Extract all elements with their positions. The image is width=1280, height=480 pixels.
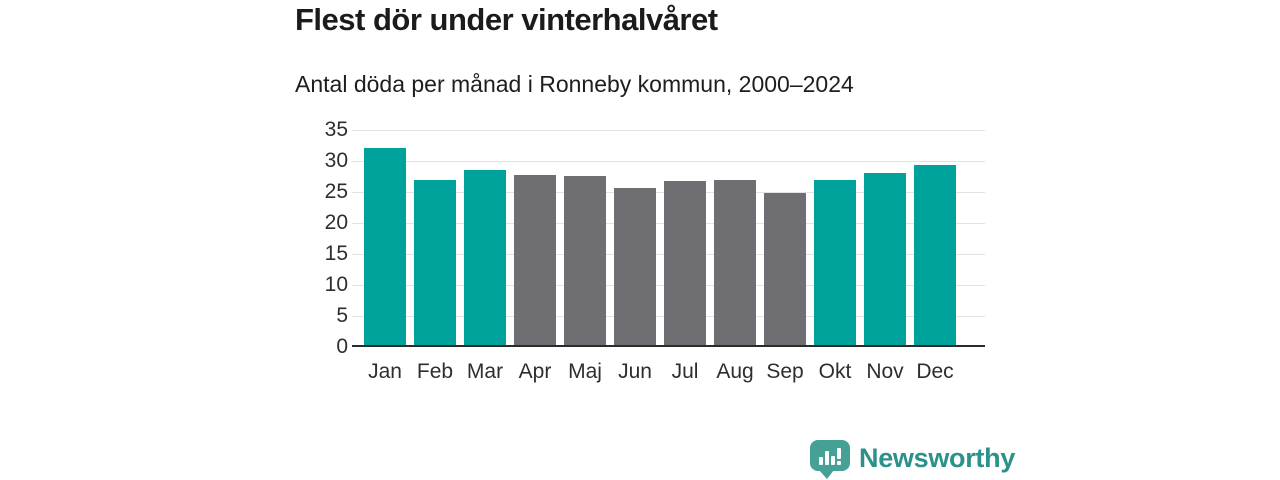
y-tick-label: 5 (336, 304, 348, 327)
x-tick-label-dec: Dec (916, 360, 954, 383)
bar-aug[interactable] (714, 180, 756, 347)
x-tick-label-aug: Aug (716, 360, 754, 383)
bar-sep[interactable] (764, 192, 806, 347)
bar-okt[interactable] (814, 179, 856, 347)
x-tick-label-jul: Jul (671, 360, 699, 383)
x-tick-label-okt: Okt (818, 360, 852, 383)
x-tick-label-maj: Maj (568, 360, 602, 383)
y-tick-label: 25 (324, 180, 348, 203)
y-tick-label: 35 (324, 118, 348, 141)
bar-jul[interactable] (664, 180, 706, 347)
bar-feb[interactable] (414, 180, 456, 347)
x-tick-label-jan: Jan (368, 360, 402, 383)
bar-nov[interactable] (864, 173, 906, 347)
bar-mar[interactable] (464, 169, 506, 347)
y-tick-label: 0 (336, 335, 348, 358)
newsworthy-logo[interactable]: Newsworthy (810, 440, 1015, 479)
y-tick-label: 20 (324, 211, 348, 234)
bar-jan[interactable] (364, 147, 406, 347)
x-tick-label-feb: Feb (416, 360, 454, 383)
x-axis-baseline (352, 345, 985, 347)
newsworthy-bubble-barchart-icon (810, 440, 850, 479)
chart-title: Flest dör under vinterhalvåret (295, 2, 718, 37)
gridline (352, 160, 985, 162)
bar-dec[interactable] (914, 165, 956, 347)
y-tick-label: 10 (324, 273, 348, 296)
x-tick-label-jun: Jun (618, 360, 652, 383)
chart-subtitle: Antal döda per månad i Ronneby kommun, 2… (295, 71, 854, 97)
x-tick-label-sep: Sep (766, 360, 804, 383)
y-tick-label: 15 (324, 242, 348, 265)
newsworthy-logo-text: Newsworthy (859, 443, 1016, 473)
bar-apr[interactable] (514, 175, 556, 347)
bar-jun[interactable] (614, 188, 656, 347)
x-tick-label-mar: Mar (466, 360, 504, 383)
gridline (352, 129, 985, 131)
y-tick-label: 30 (324, 149, 348, 172)
x-tick-label-nov: Nov (866, 360, 904, 383)
x-tick-label-apr: Apr (518, 360, 552, 383)
bar-maj[interactable] (564, 175, 606, 347)
